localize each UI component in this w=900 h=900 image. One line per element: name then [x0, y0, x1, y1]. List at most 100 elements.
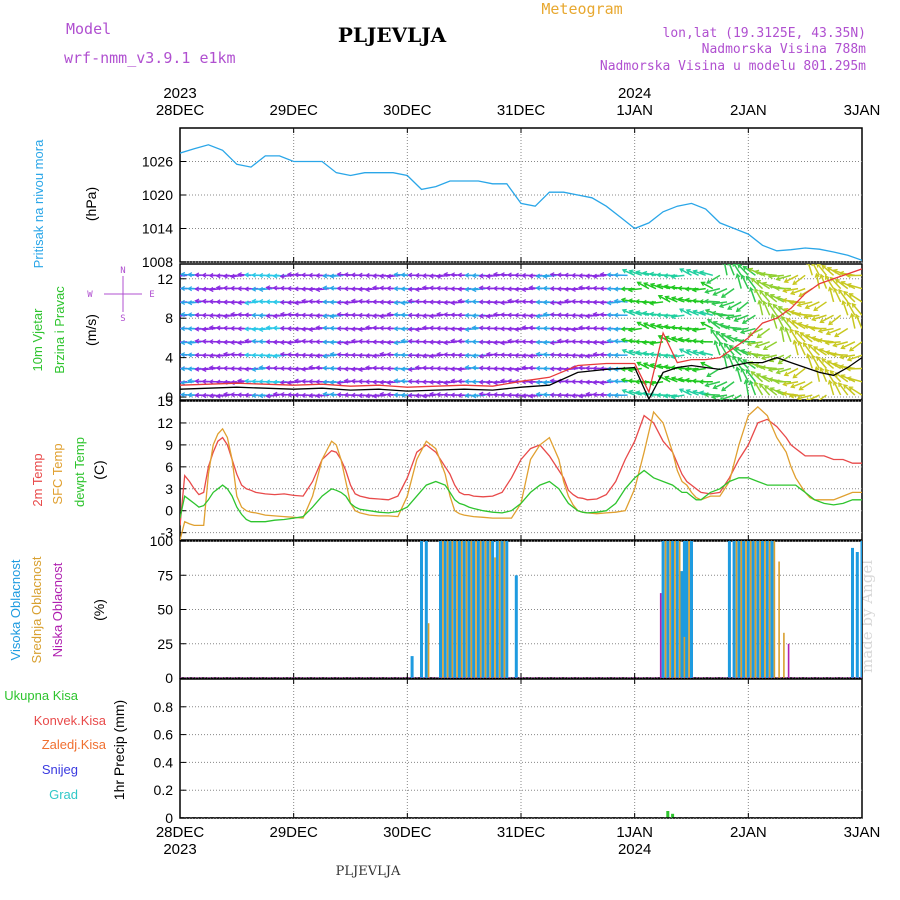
wind-arrow-head: [663, 313, 669, 319]
bar-visoka-oblacnost: [851, 547, 854, 678]
wind-arrow-head: [648, 351, 654, 357]
wind-arrow-head: [563, 378, 569, 384]
wind-arrow-head: [364, 393, 370, 399]
wind-arrow: [723, 353, 728, 369]
wind-arrow-head: [315, 313, 321, 319]
wind-arrow-head: [691, 367, 697, 373]
wind-arrow: [761, 366, 777, 370]
wind-arrow-head: [286, 366, 292, 372]
wind-arrow: [805, 301, 820, 309]
wind-arrow-head: [656, 283, 662, 289]
series-line-sfc-temp: [180, 406, 862, 540]
wind-arrow-head: [824, 340, 830, 346]
wind-arrow: [273, 354, 287, 358]
wind-arrow-head: [549, 286, 555, 292]
wind-arrow-head: [684, 286, 690, 292]
wind-arrow-head: [756, 279, 762, 285]
wind-arrow-head: [775, 295, 781, 301]
wind-arrow-head: [329, 299, 335, 305]
wind-arrow-head: [585, 391, 591, 397]
wind-arrow: [797, 313, 813, 316]
wind-arrow-head: [521, 313, 527, 319]
wind-arrow: [664, 314, 678, 317]
wind-arrow-head: [707, 318, 712, 324]
wind-arrow-head: [243, 286, 249, 292]
wind-arrow-head: [229, 325, 235, 332]
wind-arrow-head: [577, 285, 583, 291]
wind-arrow-head: [286, 340, 292, 346]
wind-arrow-head: [528, 379, 534, 385]
wind-arrow: [188, 341, 202, 344]
bar-srednja-oblacnost: [778, 561, 780, 678]
y-tick-label: 1008: [142, 254, 173, 270]
wind-arrow-head: [343, 286, 349, 292]
wind-arrow: [818, 327, 834, 333]
wind-arrow-head: [336, 271, 342, 278]
wind-arrow: [839, 354, 856, 359]
wind-arrow-head: [279, 351, 285, 358]
wind-arrow-head: [236, 366, 242, 372]
wind-arrow: [637, 321, 650, 330]
wind-arrow-head: [796, 311, 802, 318]
station-title: PLJEVLJA: [338, 23, 447, 47]
wind-unit: (m/s): [83, 314, 99, 346]
wind-arrow-head: [485, 379, 491, 385]
wind-arrow-head: [386, 339, 392, 346]
wind-arrow-head: [407, 286, 413, 292]
wind-arrow-head: [194, 312, 200, 318]
y-tick-label: 0: [165, 389, 173, 405]
wind-arrow-head: [556, 272, 562, 278]
wind-arrow-head: [549, 366, 555, 372]
wind-arrow-head: [664, 295, 670, 301]
wind-arrow-head: [528, 299, 534, 305]
wind-arrow-head: [222, 365, 228, 371]
wind-arrow-head: [570, 326, 576, 333]
wind-arrow-head: [428, 379, 434, 385]
wind-arrow-head: [691, 378, 697, 384]
wind-arrow-head: [457, 272, 463, 278]
wind-arrow-head: [848, 386, 854, 391]
wind-arrow-head: [599, 299, 605, 306]
wind-arrow: [816, 264, 828, 276]
wind-arrow-head: [272, 325, 278, 331]
wind-arrow: [309, 327, 323, 331]
wind-arrow: [693, 270, 706, 277]
wind-arrow-head: [841, 299, 847, 306]
wind-arrow-head: [769, 294, 775, 299]
wind-arrow-head: [592, 351, 598, 358]
wind-arrow-head: [754, 381, 759, 387]
wind-arrow: [358, 367, 372, 371]
wind-arrow-head: [754, 343, 760, 349]
wind-arrow: [273, 314, 287, 318]
wind-arrow-head: [726, 334, 732, 340]
wind-arrow-head: [336, 285, 342, 292]
wind-arrow-head: [621, 348, 627, 354]
wind-arrow: [847, 354, 862, 361]
wind-arrow-head: [556, 392, 562, 398]
wind-arrow: [813, 346, 827, 356]
bottom-date-label: 31DEC: [497, 824, 546, 841]
wind-arrow-head: [846, 282, 852, 288]
wind-arrow-head: [819, 318, 825, 324]
wind-arrow-head: [635, 310, 641, 316]
wind-arrow: [500, 341, 514, 344]
wind-arrow-head: [506, 298, 512, 304]
wind-arrow-head: [386, 365, 391, 372]
wind-arrow: [835, 372, 849, 383]
wind-arrow-head: [357, 298, 363, 304]
wind-arrow-head: [563, 298, 569, 304]
wind-arrow-head: [457, 298, 463, 304]
wind-arrow-head: [817, 338, 823, 344]
wind-arrow-head: [322, 391, 328, 397]
wind-arrow-head: [371, 379, 377, 385]
wind-arrow: [780, 326, 785, 342]
wind-arrow-head: [845, 272, 851, 279]
wind-arrow-head: [606, 392, 612, 398]
wind-arrow: [700, 361, 714, 370]
wind-arrow: [429, 314, 443, 318]
wind-arrow-head: [307, 393, 313, 399]
top-year-label: 2024: [618, 85, 651, 102]
wind-arrow-head: [244, 378, 249, 384]
wind-arrow-head: [563, 338, 569, 344]
bar-visoka-oblacnost: [742, 541, 746, 678]
